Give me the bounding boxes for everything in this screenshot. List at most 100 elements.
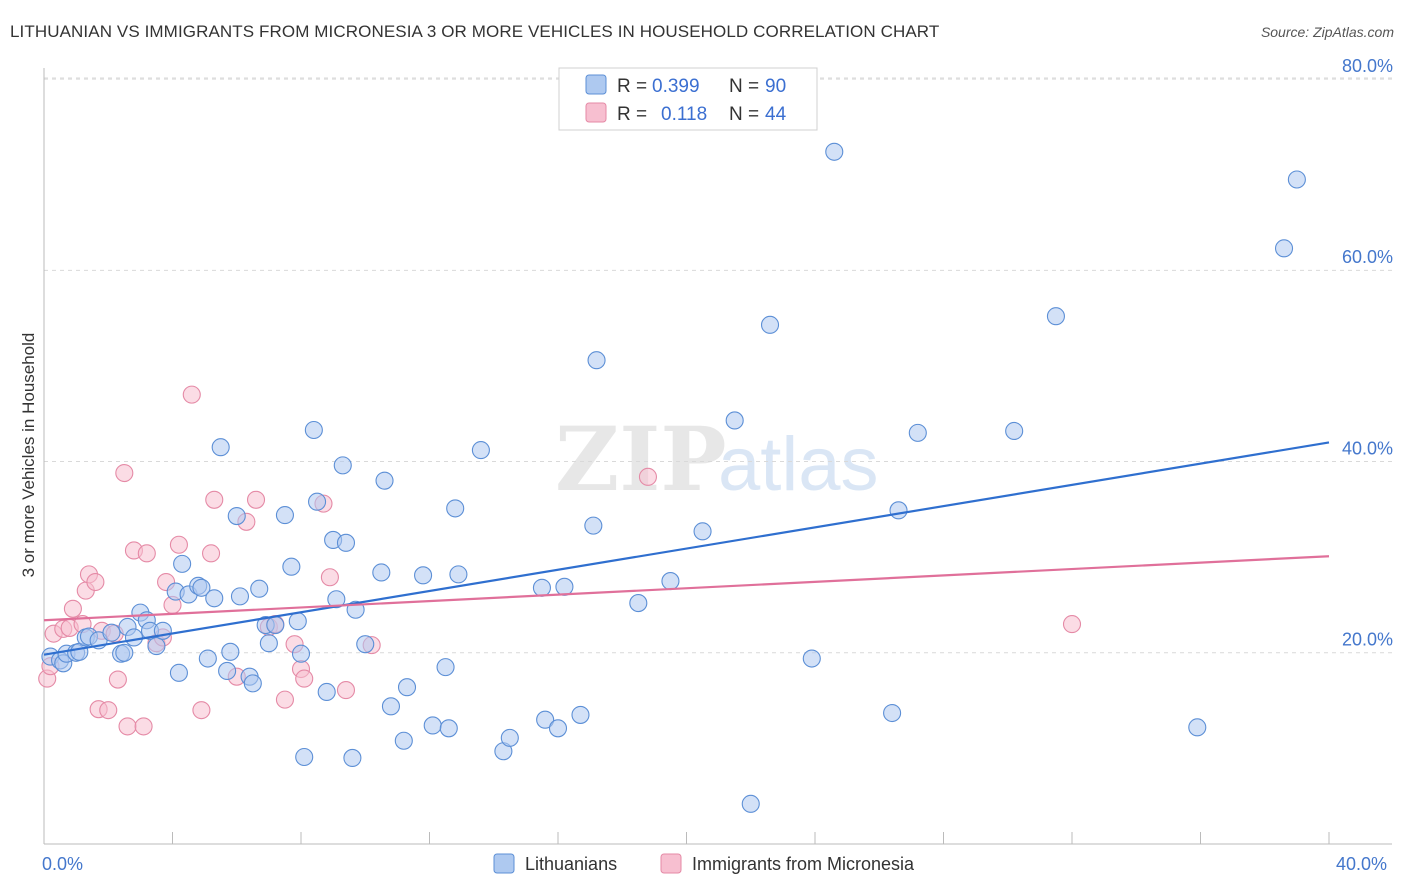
- legend-n-value-1: 90: [765, 76, 786, 97]
- y-tick-labels: 20.0% 40.0% 60.0% 80.0%: [1342, 56, 1393, 650]
- point-micronesia: [182, 385, 201, 404]
- point-lithuanians: [291, 644, 311, 663]
- bottom-legend-label-lithuanians: Lithuanians: [525, 854, 617, 874]
- point-lithuanians: [250, 579, 269, 598]
- point-lithuanians: [1188, 718, 1207, 737]
- point-lithuanians: [205, 589, 224, 608]
- point-micronesia: [118, 717, 137, 736]
- point-lithuanians: [259, 634, 278, 653]
- y-axis-title: 3 or more Vehicles in Household: [19, 333, 38, 578]
- point-lithuanians: [825, 142, 844, 161]
- point-lithuanians: [243, 674, 262, 693]
- point-lithuanians: [375, 471, 394, 490]
- point-lithuanians: [908, 423, 927, 442]
- legend-swatch-lithuanians: [585, 74, 607, 95]
- point-lithuanians: [147, 637, 166, 656]
- point-lithuanians: [221, 642, 240, 661]
- legend-r-label-1: R =: [617, 76, 647, 97]
- bottom-legend-swatch-micronesia: [660, 853, 682, 874]
- point-lithuanians: [102, 623, 121, 642]
- point-lithuanians: [536, 710, 555, 729]
- trend-lines: [43, 441, 1330, 656]
- grid-layer: [44, 77, 1392, 654]
- point-micronesia: [115, 463, 134, 483]
- point-micronesia: [99, 701, 118, 720]
- point-lithuanians: [532, 578, 551, 597]
- legend: R = 0.399 N = 90 R = 0.118 N = 44: [558, 67, 818, 131]
- point-lithuanians: [381, 697, 401, 716]
- point-lithuanians: [317, 682, 336, 702]
- y-tick-label: 40.0%: [1342, 438, 1393, 458]
- point-lithuanians: [555, 577, 574, 596]
- point-micronesia: [169, 535, 188, 554]
- point-lithuanians: [333, 456, 352, 475]
- point-micronesia: [336, 681, 356, 700]
- point-lithuanians: [394, 731, 413, 750]
- watermark-atlas: atlas: [718, 422, 879, 507]
- point-lithuanians: [218, 661, 237, 680]
- point-lithuanians: [192, 578, 211, 597]
- y-tick-label: 20.0%: [1342, 629, 1393, 649]
- point-lithuanians: [571, 705, 590, 724]
- bottom-legend: Lithuanians Immigrants from Micronesia: [493, 853, 915, 874]
- point-micronesia: [205, 490, 224, 509]
- point-lithuanians: [282, 557, 301, 576]
- point-lithuanians: [725, 411, 744, 430]
- point-lithuanians: [889, 501, 908, 520]
- point-micronesia: [638, 467, 658, 486]
- x-tick-label-max: 40.0%: [1336, 854, 1387, 874]
- point-micronesia: [137, 544, 156, 563]
- point-lithuanians: [308, 492, 327, 511]
- point-lithuanians: [327, 590, 346, 609]
- point-lithuanians: [198, 649, 217, 668]
- watermark-zip: ZIP: [555, 407, 727, 511]
- point-lithuanians: [266, 616, 285, 635]
- point-lithuanians: [446, 499, 465, 518]
- legend-n-label-2: N =: [729, 104, 759, 125]
- point-lithuanians: [587, 351, 606, 370]
- legend-swatch-micronesia: [585, 102, 607, 123]
- point-lithuanians: [295, 747, 314, 767]
- point-lithuanians: [372, 563, 391, 582]
- legend-n-value-2: 44: [765, 104, 787, 125]
- point-lithuanians: [629, 594, 648, 613]
- point-lithuanians: [741, 794, 760, 813]
- trend-line-micronesia: [43, 555, 1330, 622]
- point-lithuanians: [397, 678, 417, 697]
- point-lithuanians: [173, 554, 192, 573]
- legend-r-label-2: R =: [617, 104, 647, 125]
- point-lithuanians: [802, 649, 821, 668]
- point-micronesia: [63, 599, 82, 618]
- axis-layer: [43, 68, 1392, 845]
- point-lithuanians: [275, 506, 294, 525]
- point-lithuanians: [1287, 170, 1306, 189]
- point-lithuanians: [1005, 421, 1024, 441]
- chart-source: Source: ZipAtlas.com: [1260, 24, 1394, 40]
- point-micronesia: [1062, 615, 1082, 634]
- point-lithuanians: [169, 663, 188, 682]
- point-lithuanians: [471, 441, 490, 460]
- series-lithuanians-points: [41, 142, 1306, 813]
- point-lithuanians: [439, 719, 458, 738]
- point-lithuanians: [124, 628, 143, 647]
- point-micronesia: [246, 490, 266, 509]
- point-lithuanians: [304, 420, 323, 440]
- point-lithuanians: [883, 703, 902, 723]
- point-lithuanians: [436, 658, 455, 677]
- point-micronesia: [275, 690, 294, 709]
- point-lithuanians: [336, 533, 356, 552]
- point-micronesia: [108, 670, 127, 689]
- point-lithuanians: [1274, 239, 1294, 258]
- point-lithuanians: [115, 643, 134, 662]
- x-ticks: [43, 832, 1330, 844]
- point-micronesia: [86, 572, 105, 592]
- legend-r-value-2: 0.118: [661, 104, 707, 125]
- y-tick-label: 80.0%: [1342, 56, 1393, 76]
- watermark: ZIP atlas: [555, 407, 879, 511]
- point-lithuanians: [584, 516, 603, 535]
- point-lithuanians: [693, 522, 712, 541]
- bottom-legend-swatch-lithuanians: [493, 853, 515, 874]
- point-micronesia: [295, 669, 314, 688]
- point-lithuanians: [211, 438, 230, 457]
- point-micronesia: [134, 717, 153, 736]
